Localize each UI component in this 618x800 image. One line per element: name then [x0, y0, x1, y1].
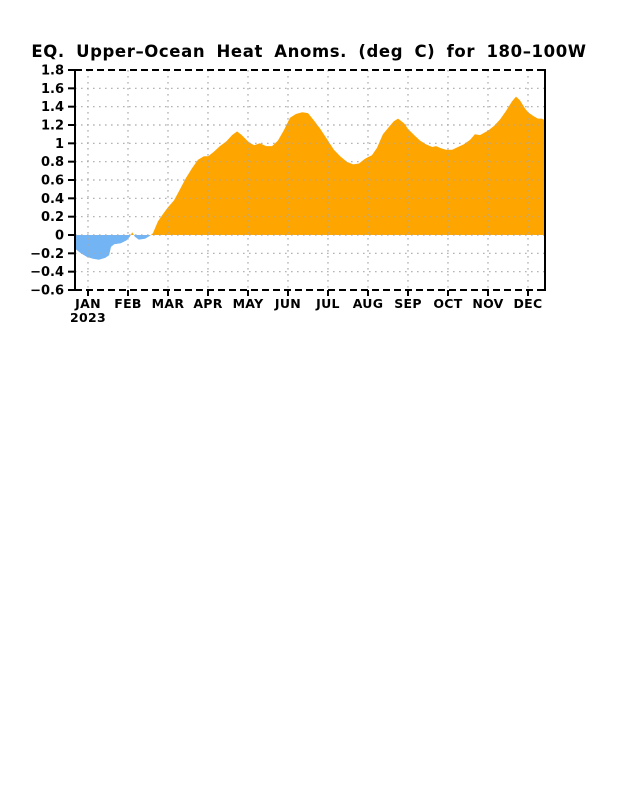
x-axis-label: MAY: [233, 296, 265, 311]
x-axis-label: MAR: [152, 296, 185, 311]
y-axis-label: 1.6: [41, 82, 64, 97]
y-axis-label: 1.4: [41, 100, 64, 115]
y-axis-label: 0.6: [41, 174, 64, 189]
positive-anomaly-area: [75, 96, 545, 235]
x-axis-year-label: 2023: [70, 310, 106, 325]
plot-area: 1.8 1.6 1.4 1.2 1 0.8 0.6 0.4 0.2 0 −0.2 −0.4 −0.6 JA…: [30, 64, 546, 325]
x-axis-label: SEP: [394, 296, 422, 311]
x-axis-label: FEB: [114, 296, 142, 311]
y-axis-label: 0.4: [41, 192, 64, 207]
chart-title: EQ. Upper–Ocean Heat Anoms. (deg C) for …: [31, 42, 587, 61]
y-axis-label: 0: [55, 229, 64, 244]
x-axis-label: JAN: [74, 296, 101, 311]
x-axis-label: NOV: [472, 296, 503, 311]
y-axis-label: −0.4: [30, 265, 64, 280]
x-axis-label: AUG: [353, 296, 384, 311]
y-axis-label: 0.8: [41, 155, 64, 170]
y-axis-label: −0.6: [30, 284, 64, 299]
y-axis-label: −0.2: [30, 247, 64, 262]
x-axis-label: DEC: [514, 296, 543, 311]
y-axis-label: 1: [55, 137, 64, 152]
negative-anomaly-area: [75, 235, 545, 260]
y-axis-label: 0.2: [41, 210, 64, 225]
x-axis-label: OCT: [433, 296, 462, 311]
heat-anomaly-area-chart: 1.8 1.6 1.4 1.2 1 0.8 0.6 0.4 0.2 0 −0.2 −0.4 −0.6 JA…: [30, 64, 546, 325]
x-axis-label: APR: [193, 296, 222, 311]
x-axis-label: JUL: [315, 296, 340, 311]
y-axis-label: 1.2: [41, 119, 64, 134]
x-axis-label: JUN: [274, 296, 301, 311]
y-axis-label: 1.8: [41, 64, 64, 79]
